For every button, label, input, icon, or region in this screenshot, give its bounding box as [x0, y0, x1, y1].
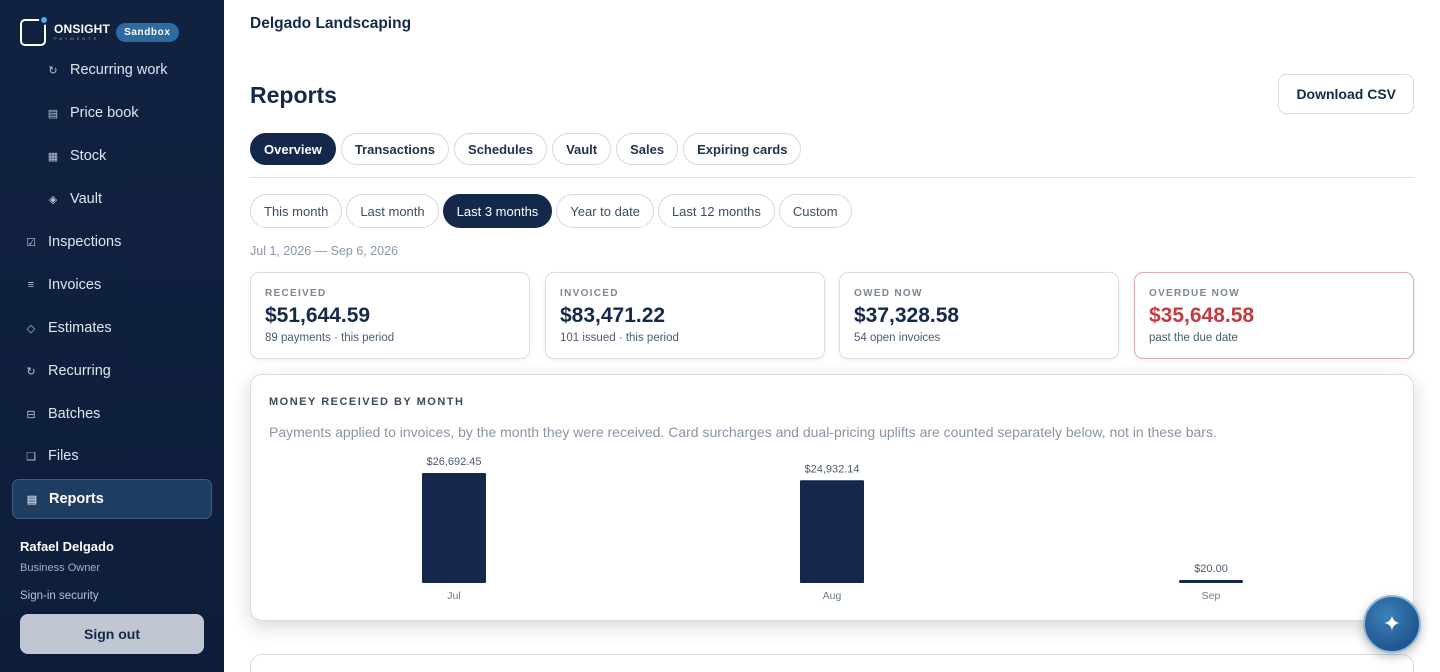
batch-icon: ⊟ — [26, 408, 36, 421]
range-last-12-months[interactable]: Last 12 months — [657, 194, 775, 228]
sidebar-item-label: Price book — [70, 105, 139, 121]
refresh-icon: ↻ — [48, 64, 58, 77]
sidebar-item-label: Vault — [70, 191, 102, 207]
main-content: Delgado Landscaping Reports Download CSV… — [224, 0, 1440, 672]
diamond-outline-icon: ◇ — [26, 322, 36, 335]
organization-name: Delgado Landscaping — [250, 15, 412, 32]
chart-description: Payments applied to invoices, by the mon… — [269, 424, 1217, 440]
sidebar-item-label: Files — [48, 448, 79, 464]
sidebar-item-inspections[interactable]: ☑ Inspections — [20, 222, 121, 262]
checkbox-icon: ☑ — [26, 236, 36, 249]
sidebar-item-label: Recurring — [48, 363, 111, 379]
sidebar-item-label: Stock — [70, 148, 107, 164]
user-role: Business Owner — [20, 562, 101, 574]
chart-card-money-received: MONEY RECEIVED BY MONTH Payments applied… — [250, 374, 1414, 621]
sidebar-item-stock[interactable]: ▦ Stock — [42, 136, 106, 176]
file-icon: ❑ — [26, 450, 36, 463]
page-title: Reports — [250, 82, 337, 108]
sidebar-item-label: Estimates — [48, 320, 112, 336]
tab-overview[interactable]: Overview — [250, 133, 336, 165]
range-this-month[interactable]: This month — [250, 194, 343, 228]
date-range-text: Jul 1, 2026 — Sep 6, 2026 — [250, 244, 399, 258]
range-last-3-months[interactable]: Last 3 months — [442, 194, 553, 228]
range-year-to-date[interactable]: Year to date — [556, 194, 654, 228]
grid-icon: ▦ — [47, 150, 59, 163]
brand-name: ONSIGHT — [54, 22, 111, 36]
bar-aug[interactable] — [800, 480, 864, 583]
sidebar-item-label: Reports — [49, 491, 104, 507]
sidebar-item-files[interactable]: ❑ Files — [20, 436, 79, 476]
stat-label: OVERDUE NOW — [1149, 288, 1240, 299]
tab-expiring-cards[interactable]: Expiring cards — [683, 133, 802, 165]
list-icon: ▤ — [47, 107, 59, 120]
bar-chart: $26,692.45 Jul $24,932.14 Aug $20.00 Sep — [422, 456, 1243, 602]
stat-card-received: RECEIVED $51,644.59 89 payments · this p… — [250, 272, 530, 359]
sidebar-item-batches[interactable]: ⊟ Batches — [20, 394, 100, 434]
brand-logo[interactable]: ONSIGHT PAYMENTS Sandbox — [20, 14, 179, 47]
sidebar-item-price-book[interactable]: ▤ Price book — [42, 93, 139, 133]
bar-jul[interactable] — [422, 473, 486, 583]
stat-label: OWED NOW — [854, 288, 923, 299]
tab-transactions[interactable]: Transactions — [340, 133, 450, 165]
stat-value: $83,471.22 — [560, 304, 666, 327]
sandbox-badge: Sandbox — [116, 22, 179, 42]
diamond-icon: ◈ — [48, 193, 58, 206]
bar-value-label: $24,932.14 — [804, 463, 859, 475]
user-name: Rafael Delgado — [20, 539, 114, 554]
date-range-filters: This month Last month Last 3 months Year… — [250, 194, 852, 228]
tab-vault[interactable]: Vault — [552, 133, 612, 165]
report-icon: ▤ — [26, 493, 38, 506]
lines-icon: ≡ — [27, 279, 35, 291]
sidebar-item-recurring-work[interactable]: ↻ Recurring work — [42, 50, 168, 90]
assistant-button[interactable]: ✦ — [1363, 595, 1421, 653]
x-tick-label: Aug — [823, 590, 842, 602]
sidebar-item-reports[interactable]: ▤ Reports — [12, 479, 212, 519]
refresh-icon: ↻ — [26, 365, 36, 378]
sidebar-item-label: Inspections — [48, 234, 122, 250]
range-last-month[interactable]: Last month — [346, 194, 439, 228]
stat-value: $37,328.58 — [854, 304, 960, 327]
x-tick-label: Sep — [1202, 590, 1221, 602]
sidebar-item-label: Recurring work — [70, 62, 168, 78]
logo-icon — [20, 14, 49, 46]
bar-value-label: $26,692.45 — [426, 456, 481, 468]
stat-sub: 101 issued · this period — [560, 332, 679, 344]
sparkle-icon: ✦ — [1382, 611, 1402, 636]
next-section-card — [250, 654, 1414, 672]
tab-sales[interactable]: Sales — [616, 133, 679, 165]
bar-value-label: $20.00 — [1194, 563, 1228, 575]
sidebar-item-vault[interactable]: ◈ Vault — [42, 179, 102, 219]
sidebar-item-label: Invoices — [48, 277, 102, 293]
tab-schedules[interactable]: Schedules — [454, 133, 548, 165]
stat-card-owed-now: OWED NOW $37,328.58 54 open invoices — [839, 272, 1119, 359]
download-csv-button[interactable]: Download CSV — [1278, 74, 1414, 114]
sidebar-item-estimates[interactable]: ◇ Estimates — [20, 308, 112, 348]
report-tabs: Overview Transactions Schedules Vault Sa… — [250, 133, 802, 165]
stat-label: RECEIVED — [265, 288, 327, 299]
brand-sub: PAYMENTS — [54, 36, 100, 41]
stat-label: INVOICED — [560, 288, 619, 299]
sign-in-security-link[interactable]: Sign-in security — [20, 590, 99, 602]
sidebar-item-invoices[interactable]: ≡ Invoices — [20, 265, 101, 305]
chart-title: MONEY RECEIVED BY MONTH — [269, 396, 465, 408]
stat-sub: past the due date — [1149, 332, 1238, 344]
stat-value: $51,644.59 — [265, 304, 371, 327]
tabs-divider — [250, 177, 1414, 178]
bar-sep[interactable] — [1179, 580, 1243, 583]
x-tick-label: Jul — [447, 590, 460, 602]
stat-card-overdue-now: OVERDUE NOW $35,648.58 past the due date — [1134, 272, 1414, 359]
range-custom[interactable]: Custom — [778, 194, 852, 228]
sidebar-item-label: Batches — [48, 406, 101, 422]
sign-out-button[interactable]: Sign out — [20, 614, 204, 654]
stat-value: $35,648.58 — [1149, 304, 1255, 327]
sidebar: ONSIGHT PAYMENTS Sandbox ↻ Recurring wor… — [0, 0, 224, 672]
stat-sub: 89 payments · this period — [265, 332, 395, 344]
stat-card-invoiced: INVOICED $83,471.22 101 issued · this pe… — [545, 272, 825, 359]
stat-sub: 54 open invoices — [854, 332, 941, 344]
sidebar-item-recurring[interactable]: ↻ Recurring — [20, 351, 111, 391]
